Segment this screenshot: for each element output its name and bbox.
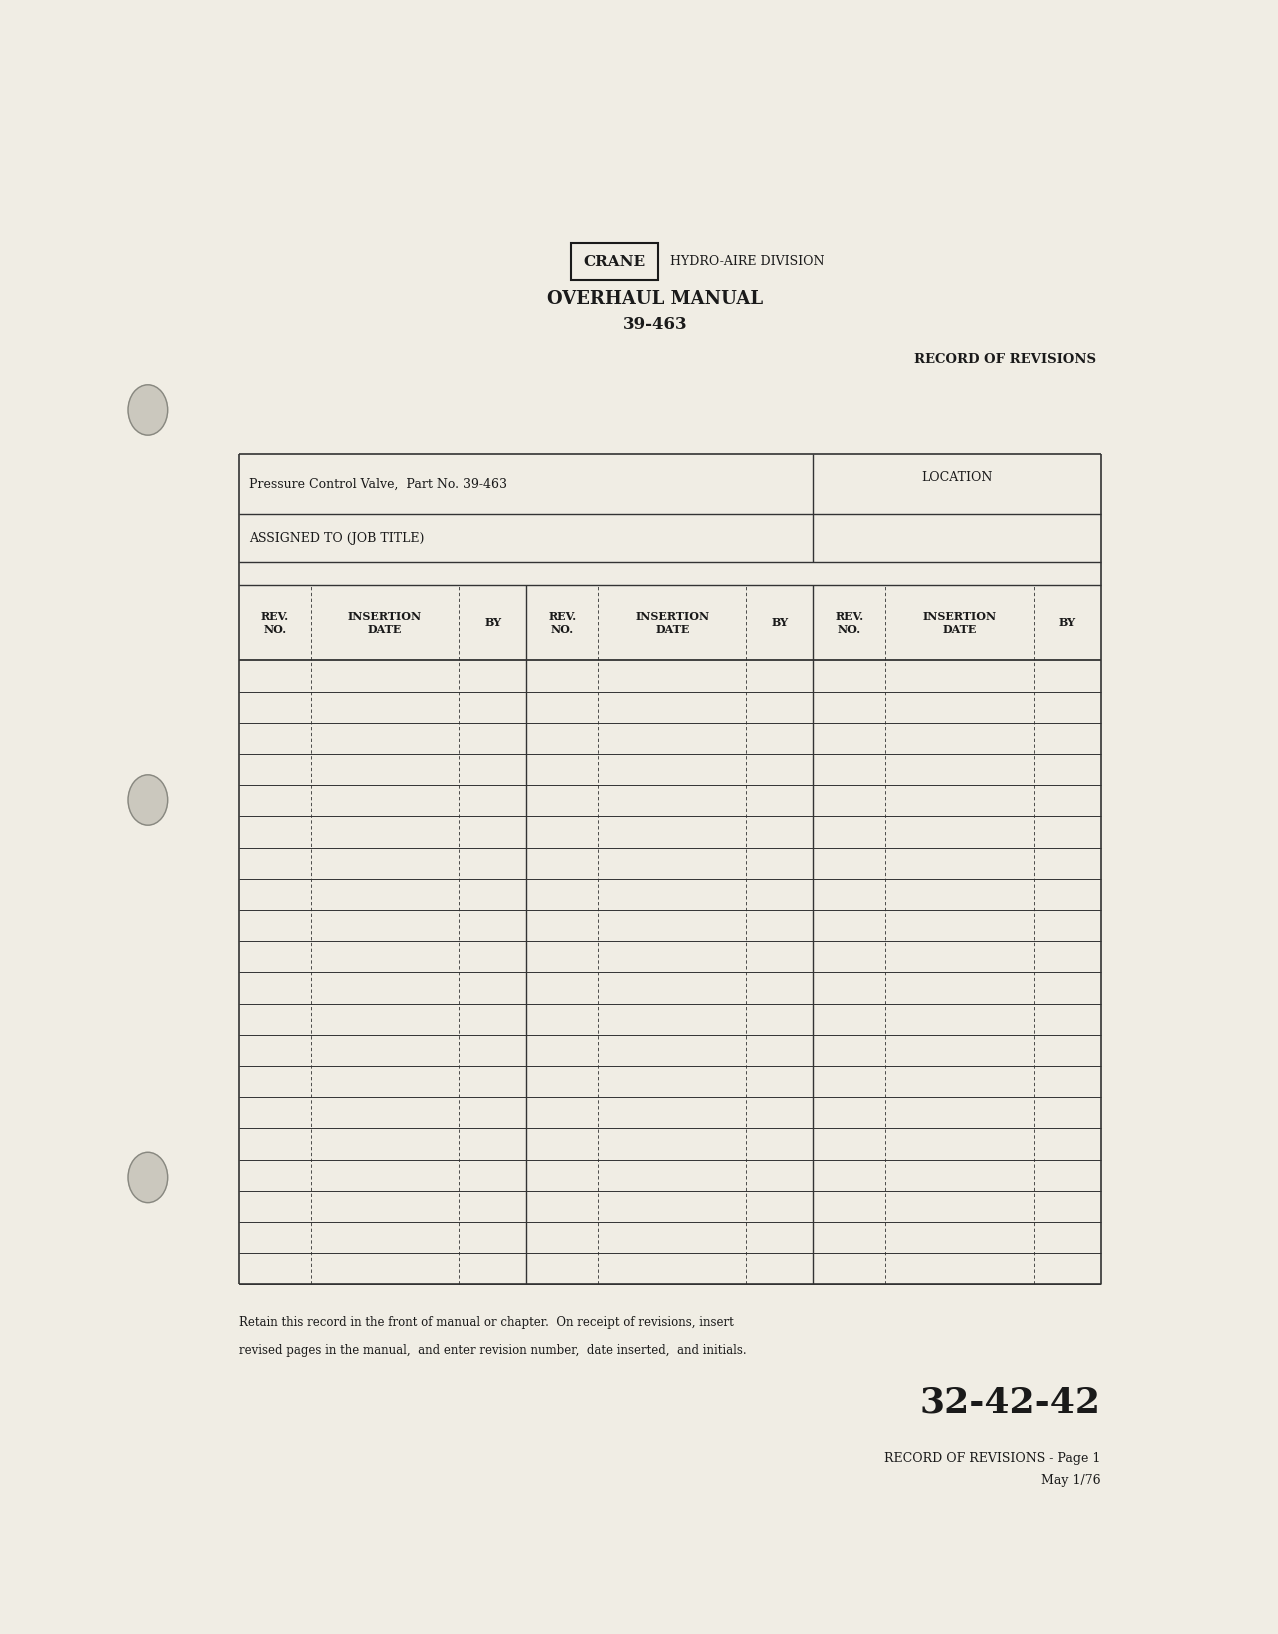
Text: ASSIGNED TO (JOB TITLE): ASSIGNED TO (JOB TITLE) <box>249 531 424 544</box>
Text: 32-42-42: 32-42-42 <box>920 1386 1100 1418</box>
Text: RECORD OF REVISIONS - Page 1: RECORD OF REVISIONS - Page 1 <box>884 1451 1100 1464</box>
Text: CRANE: CRANE <box>583 255 645 268</box>
Text: INSERTION
DATE: INSERTION DATE <box>923 611 997 634</box>
Text: BY: BY <box>772 618 789 627</box>
Text: Pressure Control Valve,  Part No. 39-463: Pressure Control Valve, Part No. 39-463 <box>249 477 507 490</box>
Text: REV.
NO.: REV. NO. <box>261 611 289 634</box>
Text: RECORD OF REVISIONS: RECORD OF REVISIONS <box>914 353 1095 366</box>
Text: BY: BY <box>484 618 501 627</box>
Circle shape <box>128 384 167 435</box>
Text: 39-463: 39-463 <box>622 315 688 333</box>
Text: REV.
NO.: REV. NO. <box>548 611 576 634</box>
Circle shape <box>128 775 167 825</box>
Text: Retain this record in the front of manual or chapter.  On receipt of revisions, : Retain this record in the front of manua… <box>239 1315 734 1328</box>
Text: OVERHAUL MANUAL: OVERHAUL MANUAL <box>547 291 763 309</box>
Text: REV.
NO.: REV. NO. <box>836 611 864 634</box>
Text: LOCATION: LOCATION <box>921 472 993 484</box>
Text: INSERTION
DATE: INSERTION DATE <box>348 611 422 634</box>
Text: BY: BY <box>1058 618 1076 627</box>
Text: revised pages in the manual,  and enter revision number,  date inserted,  and in: revised pages in the manual, and enter r… <box>239 1343 746 1356</box>
Text: HYDRO-AIRE DIVISION: HYDRO-AIRE DIVISION <box>670 255 824 268</box>
Text: May 1/76: May 1/76 <box>1042 1474 1100 1487</box>
Text: INSERTION
DATE: INSERTION DATE <box>635 611 709 634</box>
Circle shape <box>128 1152 167 1203</box>
